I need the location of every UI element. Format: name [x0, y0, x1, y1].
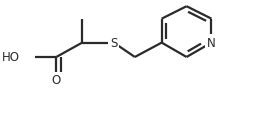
- Text: N: N: [207, 37, 216, 50]
- Text: O: O: [52, 74, 61, 87]
- Text: S: S: [110, 37, 117, 50]
- Text: HO: HO: [2, 51, 20, 64]
